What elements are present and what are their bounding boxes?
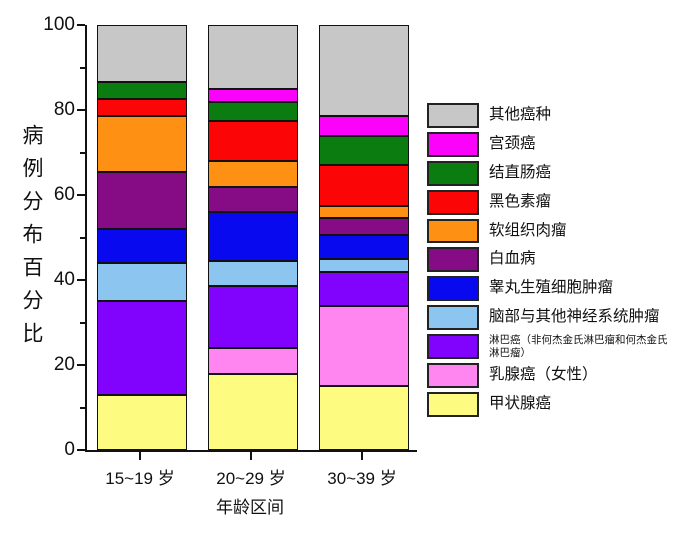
bar-segment: [208, 88, 298, 102]
bar-segment: [319, 305, 409, 387]
y-axis-major-tick: [77, 194, 85, 196]
bar-segment: [208, 25, 298, 89]
legend-swatch: [427, 247, 479, 273]
bar-segment: [319, 386, 409, 450]
x-axis-tick: [250, 452, 252, 460]
bar-segment: [319, 165, 409, 206]
bar-segment: [319, 116, 409, 136]
y-tick-label: 40: [53, 269, 75, 290]
bar-segment: [208, 101, 298, 121]
legend-row: 白血病: [427, 247, 677, 273]
bar-segment: [319, 135, 409, 166]
bar-segment: [319, 205, 409, 219]
bar-segment: [208, 120, 298, 161]
y-axis-minor-tick: [80, 406, 85, 409]
x-axis-title: 年龄区间: [216, 498, 284, 517]
y-tick-label: 0: [64, 439, 75, 460]
legend-label: 乳腺癌（女性）: [489, 366, 598, 384]
legend-swatch: [427, 189, 479, 215]
legend-swatch: [427, 305, 479, 331]
x-axis-tick: [139, 452, 141, 460]
bar-segment: [97, 171, 187, 229]
y-axis-major-tick: [77, 24, 85, 26]
bar-segment: [319, 25, 409, 117]
legend-row: 黑色素瘤: [427, 189, 677, 215]
legend-row: 宫颈癌: [427, 131, 677, 157]
bar-segment: [319, 235, 409, 259]
bar-segment: [208, 260, 298, 287]
x-axis-tick: [361, 452, 363, 460]
y-axis-major-tick: [77, 109, 85, 111]
legend-swatch: [427, 160, 479, 186]
legend-row: 乳腺癌（女性）: [427, 363, 677, 388]
y-tick-label: 80: [53, 99, 75, 120]
y-tick-label: 60: [53, 184, 75, 205]
legend-label: 睾丸生殖细胞肿瘤: [489, 279, 614, 297]
bar-segment: [97, 263, 187, 302]
bar-segment: [97, 82, 187, 100]
bar-segment: [97, 25, 187, 83]
legend-swatch: [427, 218, 479, 244]
legend-swatch: [427, 276, 479, 302]
legend-label: 黑色素瘤: [489, 192, 552, 210]
legend-swatch: [427, 391, 479, 417]
y-axis-minor-tick: [80, 66, 85, 69]
bar-segment: [208, 186, 298, 212]
bar-segment: [208, 286, 298, 348]
legend-swatch: [427, 363, 479, 388]
bar-segment: [208, 212, 298, 261]
y-axis-major-tick: [77, 279, 85, 281]
bar-segment: [97, 99, 187, 117]
legend-row: 软组织肉瘤: [427, 218, 677, 244]
legend-label: 宫颈癌: [489, 134, 536, 152]
x-tick-label: 20~29 岁: [216, 469, 286, 488]
legend: 其他癌种宫颈癌结直肠癌黑色素瘤软组织肉瘤白血病睾丸生殖细胞肿瘤脑部与其他神经系统…: [427, 103, 677, 421]
legend-swatch: [427, 334, 479, 360]
y-axis-minor-tick: [80, 151, 85, 154]
legend-row: 结直肠癌: [427, 160, 677, 186]
bar-segment: [319, 258, 409, 272]
legend-row: 睾丸生殖细胞肿瘤: [427, 276, 677, 302]
legend-row: 淋巴癌（非何杰金氏淋巴瘤和何杰金氏淋巴瘤）: [427, 334, 677, 359]
bar-segment: [208, 373, 298, 450]
bar-segment: [319, 271, 409, 306]
legend-label: 脑部与其他神经系统肿瘤: [489, 308, 660, 326]
legend-label: 其他癌种: [489, 106, 552, 123]
legend-label: 甲状腺癌: [489, 394, 552, 412]
bar-segment: [208, 161, 298, 187]
legend-row: 其他癌种: [427, 103, 677, 128]
bar-segment: [208, 348, 298, 374]
bar-segment: [97, 116, 187, 172]
y-axis-title: 病例分布百分比: [20, 124, 43, 355]
plot-area: [85, 25, 417, 452]
bar-segment: [97, 394, 187, 450]
legend-swatch: [427, 131, 479, 157]
y-axis-minor-tick: [80, 321, 85, 324]
legend-label: 软组织肉瘤: [489, 221, 567, 239]
bar-segment: [97, 229, 187, 263]
legend-label: 白血病: [489, 250, 536, 268]
legend-row: 脑部与其他神经系统肿瘤: [427, 305, 677, 331]
legend-row: 甲状腺癌: [427, 391, 677, 417]
bar-segment: [97, 301, 187, 395]
legend-label: 结直肠癌: [489, 163, 552, 181]
legend-swatch: [427, 103, 479, 128]
y-tick-label: 20: [53, 354, 75, 375]
x-tick-label: 30~39 岁: [327, 469, 397, 488]
legend-label: 淋巴癌（非何杰金氏淋巴瘤和何杰金氏淋巴瘤）: [489, 334, 668, 360]
y-axis-major-tick: [77, 449, 85, 451]
y-tick-label: 100: [43, 14, 75, 35]
y-axis-major-tick: [77, 364, 85, 366]
y-axis-minor-tick: [80, 236, 85, 239]
bar-segment: [319, 218, 409, 236]
x-tick-label: 15~19 岁: [105, 469, 175, 488]
